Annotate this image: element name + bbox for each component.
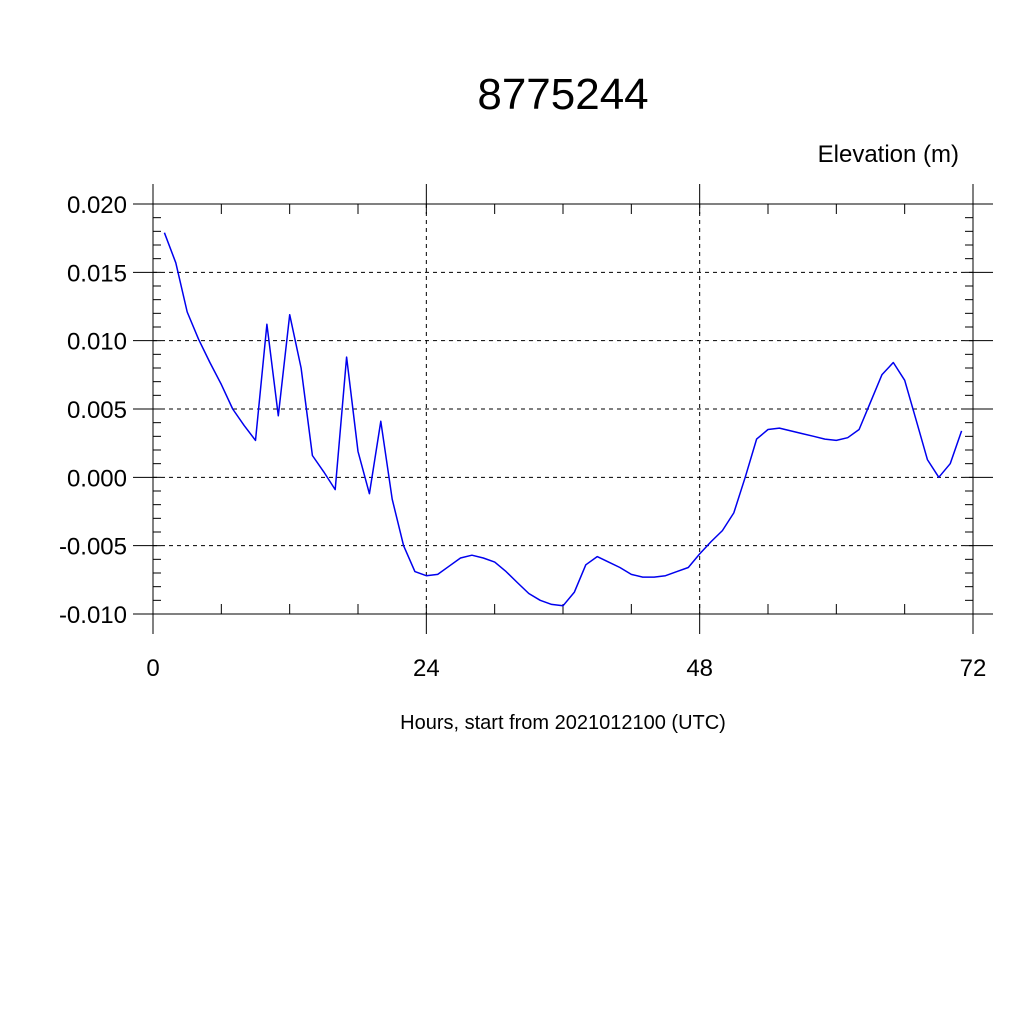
- x-tick-label: 24: [413, 655, 440, 682]
- y-axis-label: Elevation (m): [818, 141, 959, 168]
- series-group: [163, 232, 963, 607]
- y-tick-label: -0.005: [59, 534, 127, 561]
- x-tick-label: 0: [146, 655, 159, 682]
- y-tick-label: 0.015: [67, 260, 127, 287]
- axis-ticks: [133, 184, 993, 634]
- grid-lines: [153, 203, 973, 615]
- y-tick-label: 0.000: [67, 465, 127, 492]
- elevation-series-line: [163, 232, 963, 607]
- y-tick-label: 0.010: [67, 329, 127, 356]
- x-tick-label: 48: [686, 655, 713, 682]
- y-tick-label: 0.005: [67, 397, 127, 424]
- y-tick-label: -0.010: [59, 602, 127, 629]
- chart-title: 8775244: [477, 70, 648, 119]
- x-axis-label: Hours, start from 2021012100 (UTC): [400, 712, 726, 734]
- x-tick-label: 72: [960, 655, 987, 682]
- y-tick-label: 0.020: [67, 192, 127, 219]
- tick-labels: -0.010 -0.005 0.000 0.005 0.010 0.015 0.020 0 24…: [59, 192, 986, 682]
